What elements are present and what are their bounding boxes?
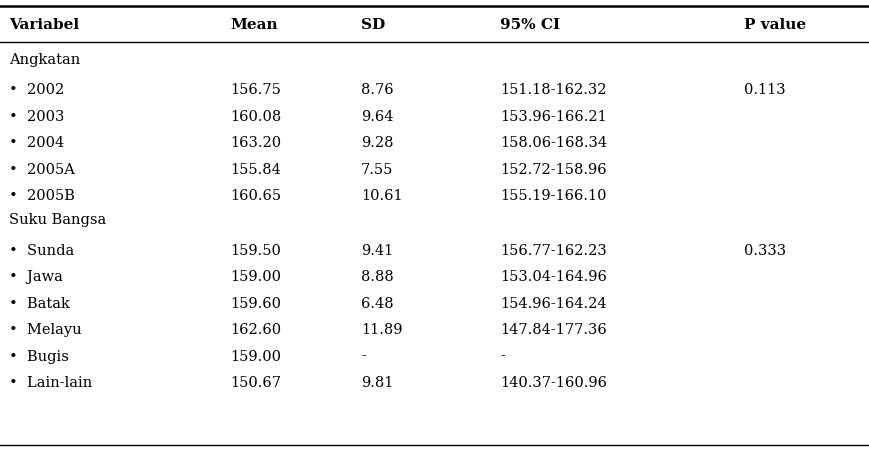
Text: 158.06-168.34: 158.06-168.34 bbox=[500, 136, 607, 150]
Text: 160.08: 160.08 bbox=[230, 110, 282, 123]
Text: 7.55: 7.55 bbox=[361, 162, 393, 176]
Text: 95% CI: 95% CI bbox=[500, 18, 560, 32]
Text: 6.48: 6.48 bbox=[361, 296, 393, 310]
Text: 156.77-162.23: 156.77-162.23 bbox=[500, 243, 607, 257]
Text: 155.84: 155.84 bbox=[230, 162, 281, 176]
Text: 159.50: 159.50 bbox=[230, 243, 281, 257]
Text: 0.333: 0.333 bbox=[743, 243, 785, 257]
Text: SD: SD bbox=[361, 18, 385, 32]
Text: 152.72-158.96: 152.72-158.96 bbox=[500, 162, 607, 176]
Text: 9.64: 9.64 bbox=[361, 110, 393, 123]
Text: •  Jawa: • Jawa bbox=[9, 270, 63, 283]
Text: 8.88: 8.88 bbox=[361, 270, 394, 283]
Text: 156.75: 156.75 bbox=[230, 83, 281, 97]
Text: •  2003: • 2003 bbox=[9, 110, 64, 123]
Text: 160.65: 160.65 bbox=[230, 189, 282, 202]
Text: •  Bugis: • Bugis bbox=[9, 349, 69, 363]
Text: 9.81: 9.81 bbox=[361, 375, 393, 389]
Text: 154.96-164.24: 154.96-164.24 bbox=[500, 296, 607, 310]
Text: •  Melayu: • Melayu bbox=[9, 323, 81, 336]
Text: •  2002: • 2002 bbox=[9, 83, 64, 97]
Text: •  Lain-lain: • Lain-lain bbox=[9, 375, 92, 389]
Text: 0.113: 0.113 bbox=[743, 83, 785, 97]
Text: -: - bbox=[361, 349, 366, 363]
Text: 9.41: 9.41 bbox=[361, 243, 393, 257]
Text: P value: P value bbox=[743, 18, 805, 32]
Text: 11.89: 11.89 bbox=[361, 323, 402, 336]
Text: •  2005A: • 2005A bbox=[9, 162, 75, 176]
Text: 153.04-164.96: 153.04-164.96 bbox=[500, 270, 607, 283]
Text: •  Batak: • Batak bbox=[9, 296, 70, 310]
Text: 151.18-162.32: 151.18-162.32 bbox=[500, 83, 606, 97]
Text: 10.61: 10.61 bbox=[361, 189, 402, 202]
Text: 155.19-166.10: 155.19-166.10 bbox=[500, 189, 606, 202]
Text: 159.00: 159.00 bbox=[230, 349, 282, 363]
Text: Angkatan: Angkatan bbox=[9, 52, 80, 66]
Text: 9.28: 9.28 bbox=[361, 136, 393, 150]
Text: 163.20: 163.20 bbox=[230, 136, 282, 150]
Text: 159.60: 159.60 bbox=[230, 296, 282, 310]
Text: •  2004: • 2004 bbox=[9, 136, 64, 150]
Text: 147.84-177.36: 147.84-177.36 bbox=[500, 323, 607, 336]
Text: 159.00: 159.00 bbox=[230, 270, 282, 283]
Text: -: - bbox=[500, 349, 505, 363]
Text: 162.60: 162.60 bbox=[230, 323, 282, 336]
Text: 8.76: 8.76 bbox=[361, 83, 393, 97]
Text: Mean: Mean bbox=[230, 18, 278, 32]
Text: Suku Bangsa: Suku Bangsa bbox=[9, 212, 106, 227]
Text: 153.96-166.21: 153.96-166.21 bbox=[500, 110, 607, 123]
Text: •  Sunda: • Sunda bbox=[9, 243, 74, 257]
Text: 140.37-160.96: 140.37-160.96 bbox=[500, 375, 607, 389]
Text: •  2005B: • 2005B bbox=[9, 189, 75, 202]
Text: Variabel: Variabel bbox=[9, 18, 79, 32]
Text: 150.67: 150.67 bbox=[230, 375, 282, 389]
